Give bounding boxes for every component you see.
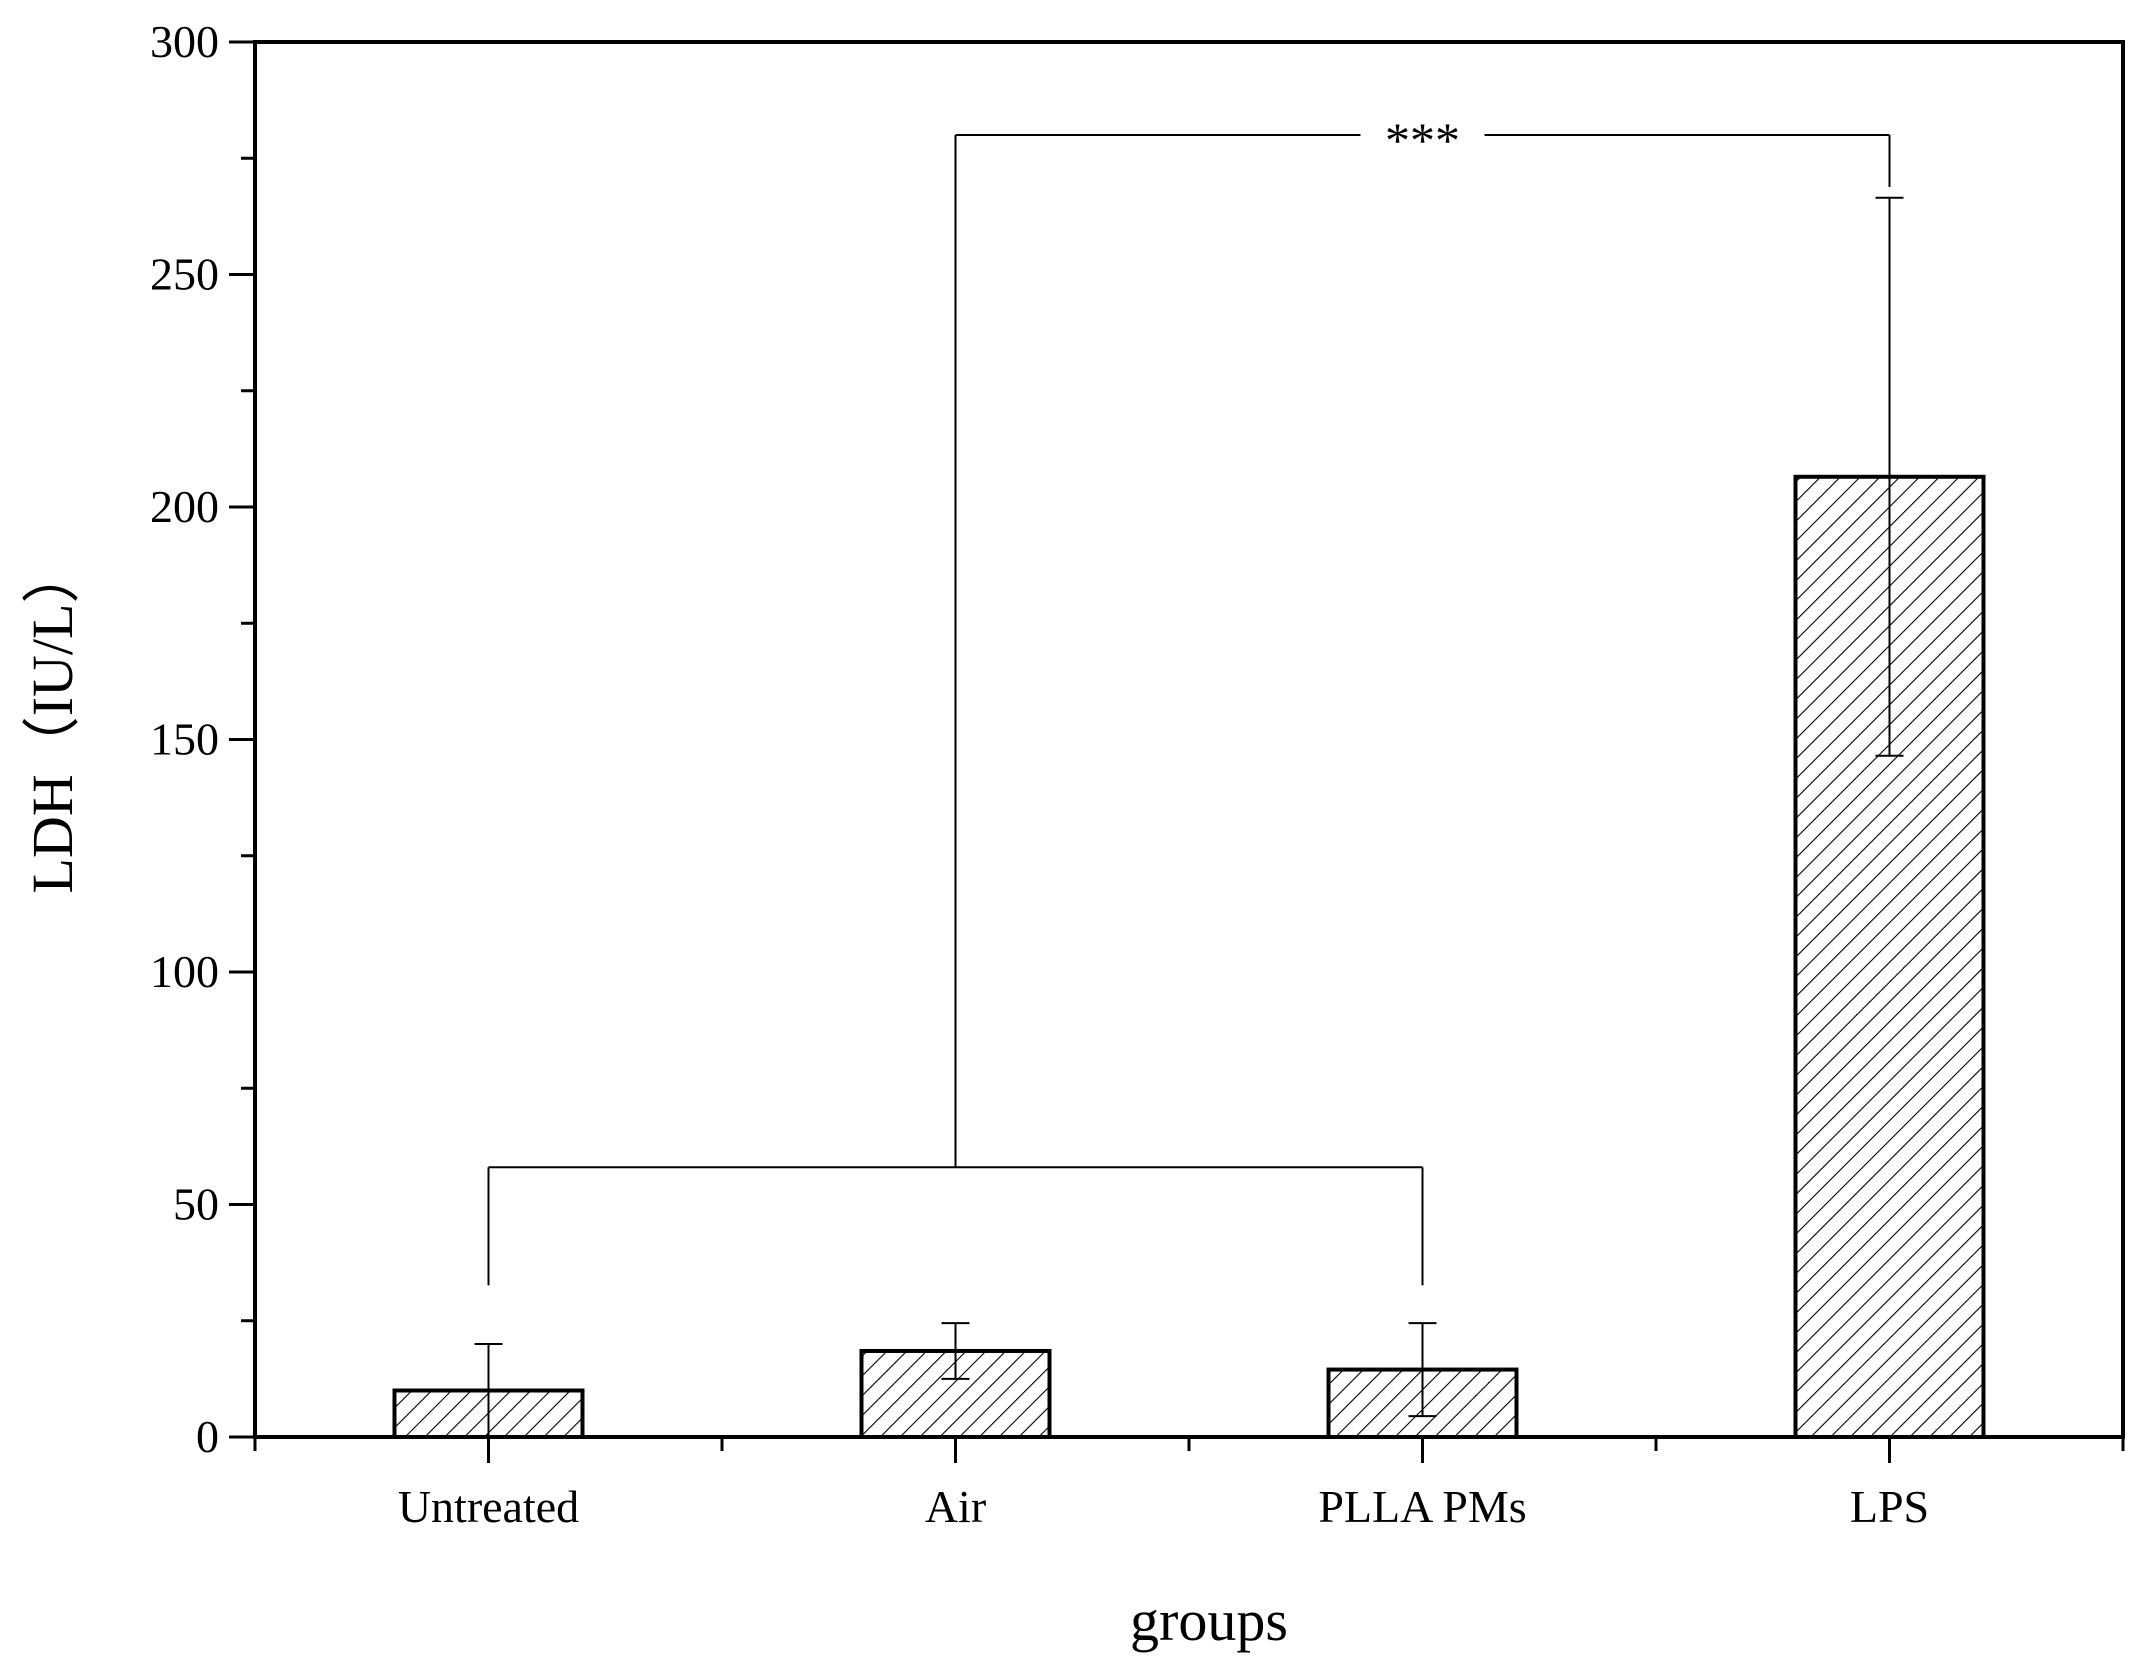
y-tick-label: 150 [150,714,219,765]
bars [392,474,1986,1439]
y-tick-label: 50 [173,1179,219,1230]
y-tick-label: 100 [150,946,219,997]
y-axis-title: LDH（IU/L） [20,546,85,894]
y-tick-label: 0 [196,1411,219,1462]
y-tick-label: 300 [150,16,219,67]
error-bars [474,196,1904,1438]
x-tick-label: Untreated [398,1481,579,1532]
significance-label: *** [1385,112,1460,168]
plot-frame [253,40,2125,1439]
significance-bracket: *** [487,112,1891,1286]
x-tick-label: Air [925,1481,986,1532]
y-tick-label: 200 [150,481,219,532]
x-tick-label: LPS [1850,1481,1929,1532]
y-tick-label: 250 [150,249,219,300]
x-axis-ticks: Untreated Air PLLA PMs LPS [253,1437,2125,1532]
y-axis-ticks: 0 50 100 150 200 250 300 [150,16,255,1462]
x-axis-title: groups [1130,1588,1288,1653]
x-tick-label: PLLA PMs [1318,1481,1526,1532]
